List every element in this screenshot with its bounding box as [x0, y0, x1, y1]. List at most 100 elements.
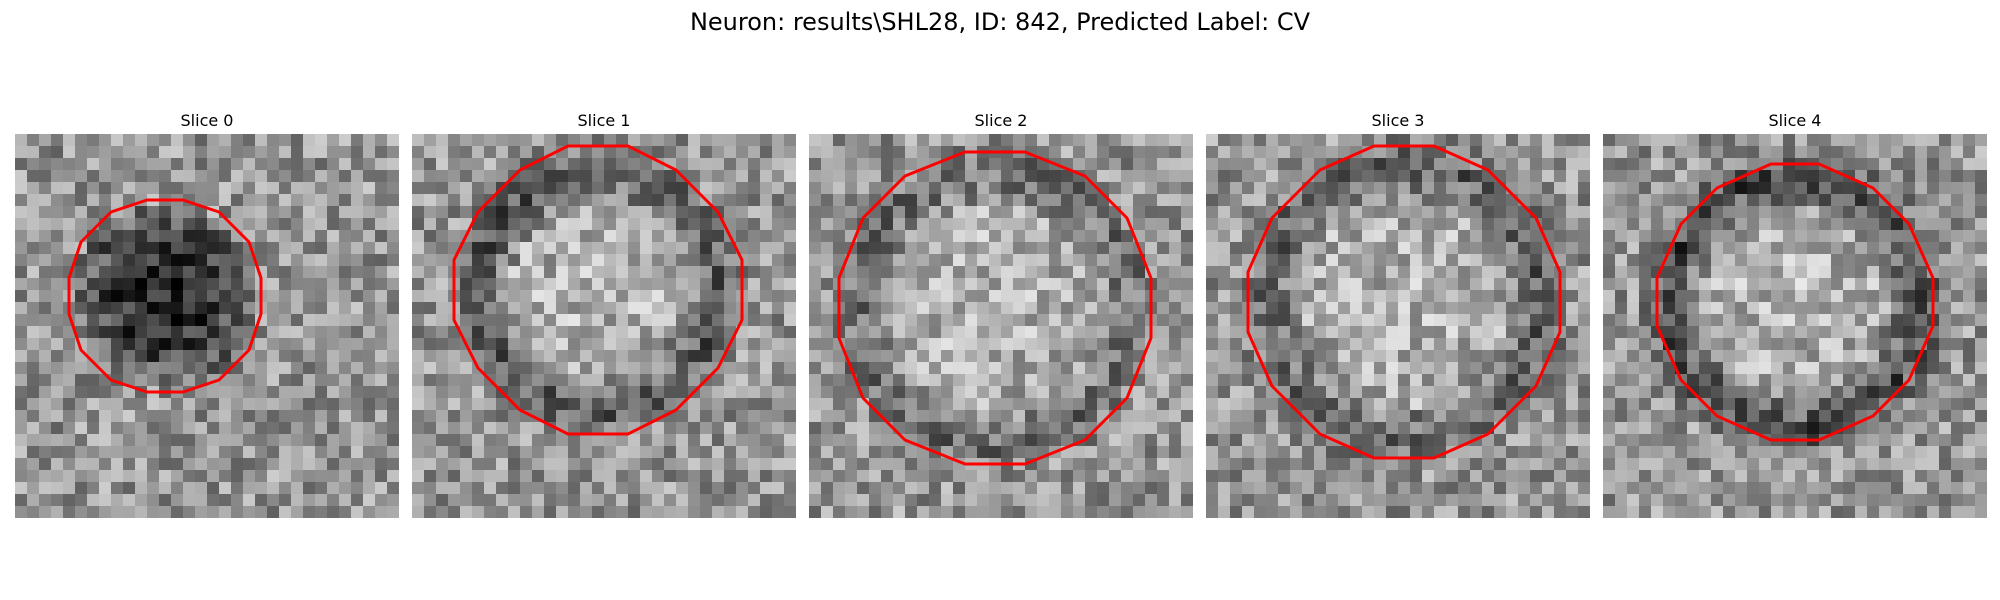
pixel: [508, 362, 520, 374]
pixel: [1109, 242, 1121, 254]
pixel: [977, 506, 989, 518]
pixel: [809, 350, 821, 362]
pixel: [1278, 326, 1290, 338]
pixel: [1073, 266, 1085, 278]
pixel: [1975, 182, 1987, 194]
pixel: [1615, 218, 1627, 230]
pixel: [1145, 386, 1157, 398]
pixel: [1025, 326, 1037, 338]
pixel: [1133, 506, 1145, 518]
pixel: [1675, 146, 1687, 158]
pixel: [1206, 278, 1218, 290]
pixel: [315, 314, 327, 326]
pixel: [736, 158, 748, 170]
pixel: [1639, 422, 1651, 434]
pixel: [472, 506, 484, 518]
pixel: [1867, 302, 1879, 314]
pixel: [989, 134, 1001, 146]
pixel: [1627, 398, 1639, 410]
pixel: [1242, 386, 1254, 398]
pixel: [1518, 410, 1530, 422]
pixel: [929, 350, 941, 362]
pixel: [977, 350, 989, 362]
pixel: [1554, 470, 1566, 482]
pixel: [736, 434, 748, 446]
pixel: [1410, 302, 1422, 314]
pixel: [1723, 134, 1735, 146]
pixel: [941, 278, 953, 290]
pixel: [905, 134, 917, 146]
pixel: [1819, 314, 1831, 326]
pixel: [592, 458, 604, 470]
pixel: [544, 254, 556, 266]
pixel: [760, 458, 772, 470]
pixel: [412, 194, 424, 206]
pixel: [387, 374, 399, 386]
pixel: [484, 218, 496, 230]
pixel: [821, 422, 833, 434]
pixel: [869, 266, 881, 278]
pixel: [1181, 230, 1193, 242]
pixel: [1434, 506, 1446, 518]
pixel: [893, 398, 905, 410]
pixel: [556, 362, 568, 374]
pixel: [159, 242, 171, 254]
pixel: [1771, 266, 1783, 278]
pixel: [1494, 254, 1506, 266]
pixel: [1206, 422, 1218, 434]
pixel: [532, 314, 544, 326]
pixel: [580, 230, 592, 242]
pixel: [1218, 398, 1230, 410]
pixel: [772, 338, 784, 350]
pixel: [339, 482, 351, 494]
pixel: [496, 506, 508, 518]
pixel: [640, 158, 652, 170]
pixel: [1458, 230, 1470, 242]
pixel: [1218, 290, 1230, 302]
pixel: [1037, 398, 1049, 410]
pixel: [291, 482, 303, 494]
pixel: [1230, 470, 1242, 482]
pixel: [315, 362, 327, 374]
pixel: [472, 422, 484, 434]
pixel: [219, 194, 231, 206]
pixel: [460, 446, 472, 458]
pixel: [1542, 470, 1554, 482]
pixel: [1374, 314, 1386, 326]
pixel: [1049, 506, 1061, 518]
pixel: [231, 278, 243, 290]
pixel: [315, 290, 327, 302]
pixel: [712, 278, 724, 290]
pixel: [1687, 194, 1699, 206]
pixel: [508, 194, 520, 206]
pixel: [604, 134, 616, 146]
pixel: [508, 446, 520, 458]
pixel: [893, 134, 905, 146]
pixel: [1314, 314, 1326, 326]
pixel: [135, 422, 147, 434]
pixel: [1290, 494, 1302, 506]
pixel: [1675, 242, 1687, 254]
pixel: [424, 206, 436, 218]
pixel: [833, 170, 845, 182]
pixel: [267, 266, 279, 278]
pixel: [772, 422, 784, 434]
pixel: [905, 386, 917, 398]
pixel: [1783, 242, 1795, 254]
pixel: [544, 386, 556, 398]
pixel: [845, 194, 857, 206]
pixel: [784, 398, 796, 410]
pixel: [592, 446, 604, 458]
pixel: [1903, 434, 1915, 446]
pixel: [159, 362, 171, 374]
pixel: [1362, 494, 1374, 506]
pixel: [15, 278, 27, 290]
pixel: [1566, 338, 1578, 350]
pixel: [700, 422, 712, 434]
pixel: [1434, 350, 1446, 362]
pixel: [1242, 206, 1254, 218]
pixel: [929, 302, 941, 314]
pixel: [520, 230, 532, 242]
pixel: [1566, 266, 1578, 278]
pixel: [1855, 242, 1867, 254]
